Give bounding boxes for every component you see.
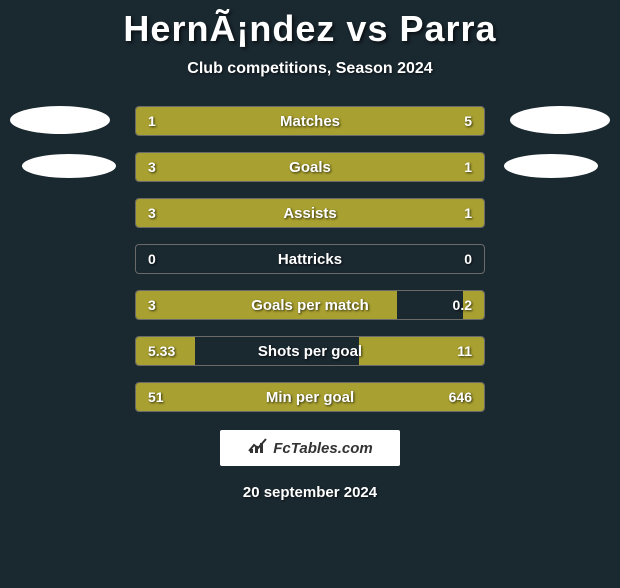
stat-fill-right <box>359 337 484 365</box>
subtitle: Club competitions, Season 2024 <box>0 60 620 78</box>
stat-row: 15Matches <box>135 106 485 136</box>
stat-fill-left <box>136 337 195 365</box>
date-label: 20 september 2024 <box>0 484 620 501</box>
player-left-ellipse-1 <box>10 106 110 134</box>
stat-row: 5.3311Shots per goal <box>135 336 485 366</box>
stat-fill-left <box>136 153 397 181</box>
stat-row: 51646Min per goal <box>135 382 485 412</box>
stat-row: 0 0Hattricks <box>135 244 485 274</box>
stat-row: 30.2Goals per match <box>135 290 485 320</box>
page-title: HernÃ¡ndez vs Parra <box>0 8 620 50</box>
stat-fill-left <box>136 383 161 411</box>
stat-value-right: 0 <box>464 245 472 273</box>
fctables-logo: FcTables.com <box>220 430 400 466</box>
stat-fill-left <box>136 107 194 135</box>
stat-row: 31Goals <box>135 152 485 182</box>
stat-fill-right <box>463 291 484 319</box>
player-right-ellipse-2 <box>504 154 598 178</box>
stat-fill-right <box>397 153 484 181</box>
player-left-ellipse-2 <box>22 154 116 178</box>
stat-bars: 15Matches 31Goals 31Assists 0 0Hattricks 30.2… <box>135 106 485 412</box>
stat-fill-left <box>136 291 397 319</box>
stat-fill-right <box>194 107 484 135</box>
stat-row: 31Assists <box>135 198 485 228</box>
stat-fill-right <box>397 199 484 227</box>
player-right-ellipse-1 <box>510 106 610 134</box>
logo-text: FcTables.com <box>273 440 372 457</box>
stat-fill-left <box>136 199 397 227</box>
stat-label: Hattricks <box>136 245 484 273</box>
stat-value-left: 0 <box>148 245 156 273</box>
logo-chart-icon <box>247 437 269 460</box>
comparison-chart: 15Matches 31Goals 31Assists 0 0Hattricks 30.2… <box>0 106 620 412</box>
stat-fill-right <box>161 383 484 411</box>
